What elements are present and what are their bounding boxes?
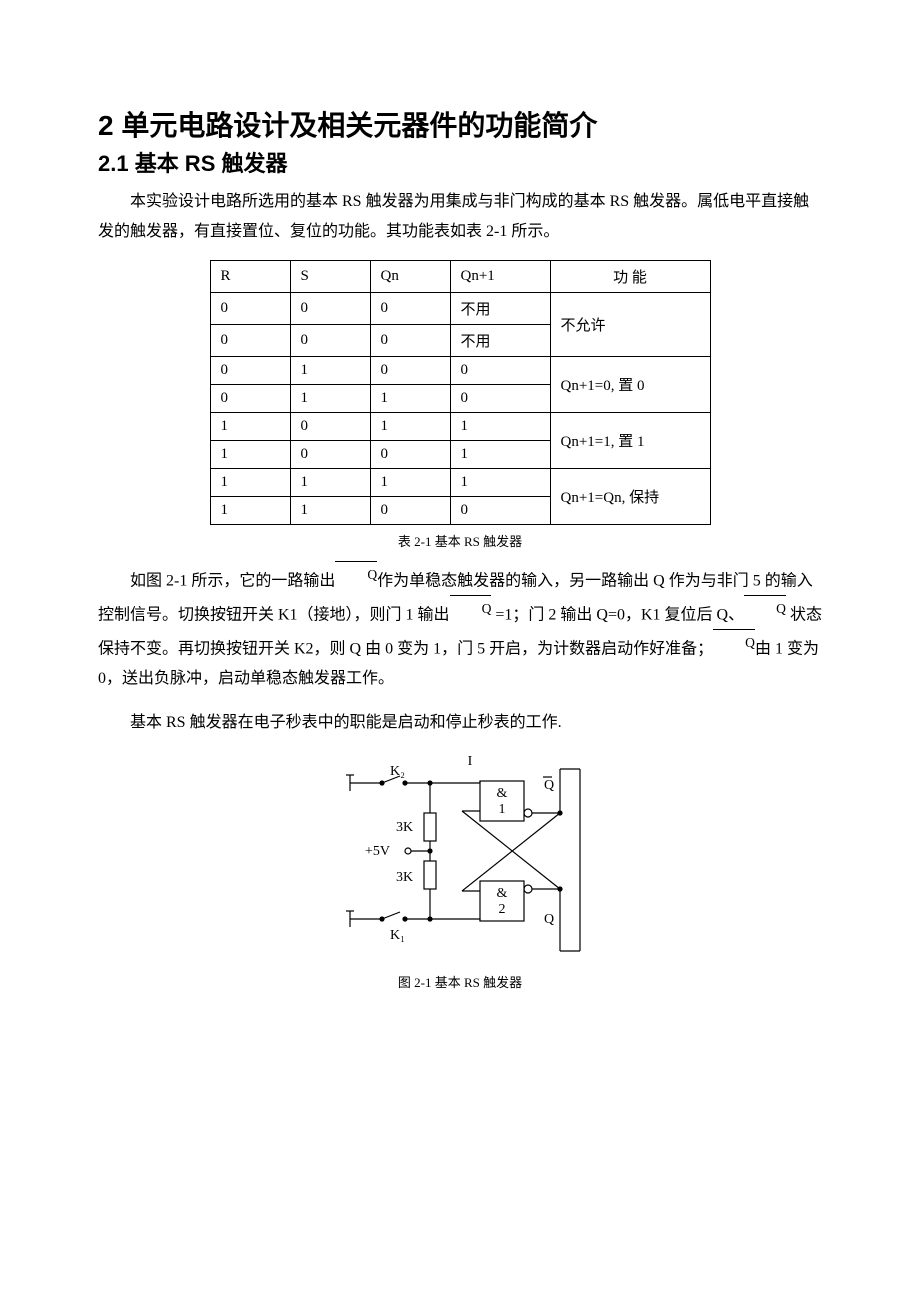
table-cell: 1: [290, 357, 370, 385]
table-cell: 0: [210, 385, 290, 413]
table-header-cell: Qn+1: [450, 261, 550, 293]
table-cell: 0: [450, 357, 550, 385]
intro-paragraph: 本实验设计电路所选用的基本 RS 触发器为用集成与非门构成的基本 RS 触发器。…: [98, 187, 822, 246]
table-header-row: RSQnQn+1功 能: [210, 261, 710, 293]
table-cell: 1: [450, 441, 550, 469]
table-header-cell: S: [290, 261, 370, 293]
table-cell: 0: [290, 413, 370, 441]
table-cell: 1: [210, 469, 290, 497]
heading-2: 2.1 基本 RS 触发器: [98, 150, 822, 179]
table-cell: 1: [210, 413, 290, 441]
table-cell: 0: [370, 497, 450, 525]
svg-text:&: &: [497, 886, 508, 901]
table-cell: 1: [370, 385, 450, 413]
table-cell: 1: [370, 469, 450, 497]
table-func-cell: Qn+1=1, 置 1: [550, 413, 710, 469]
table-row: 0100Qn+1=0, 置 0: [210, 357, 710, 385]
desc-text-a: 如图 2-1 所示，它的一路输出: [130, 573, 335, 590]
table-cell: 0: [210, 325, 290, 357]
table-cell: 0: [210, 293, 290, 325]
table-cell: 1: [290, 497, 370, 525]
table-cell: 1: [290, 385, 370, 413]
table-cell: 1: [210, 441, 290, 469]
table-func-cell: Qn+1=0, 置 0: [550, 357, 710, 413]
page: 2 单元电路设计及相关元器件的功能简介 2.1 基本 RS 触发器 本实验设计电…: [0, 0, 920, 1302]
svg-text:Q: Q: [544, 778, 554, 793]
q-bar-symbol: Q: [335, 562, 377, 587]
table-row: 1111Qn+1=Qn, 保持: [210, 469, 710, 497]
figure-caption: 图 2-1 基本 RS 触发器: [98, 972, 822, 991]
svg-text:Q: Q: [544, 912, 554, 927]
table-cell: 1: [290, 469, 370, 497]
table-header-cell: R: [210, 261, 290, 293]
q-bar-symbol: Q: [713, 630, 755, 655]
table-cell: 不用: [450, 293, 550, 325]
table-cell: 0: [210, 357, 290, 385]
q-bar-symbol: Q: [450, 596, 492, 621]
heading-1: 2 单元电路设计及相关元器件的功能简介: [98, 108, 822, 144]
table-header-cell: Qn: [370, 261, 450, 293]
table-caption: 表 2-1 基本 RS 触发器: [98, 531, 822, 550]
table-cell: 0: [450, 385, 550, 413]
svg-text:3K: 3K: [396, 820, 413, 835]
table-cell: 0: [370, 441, 450, 469]
table-body: 000不用不允许000不用0100Qn+1=0, 置 001101011Qn+1…: [210, 293, 710, 525]
table-header-cell: 功 能: [550, 261, 710, 293]
svg-text:&: &: [497, 786, 508, 801]
table-row: 1011Qn+1=1, 置 1: [210, 413, 710, 441]
table-cell: 1: [450, 413, 550, 441]
svg-text:I: I: [468, 754, 473, 769]
rs-truth-table: RSQnQn+1功 能 000不用不允许000不用0100Qn+1=0, 置 0…: [210, 260, 711, 525]
description-paragraph: 如图 2-1 所示，它的一路输出Q作为单稳态触发器的输入，另一路输出 Q 作为与…: [98, 562, 822, 693]
desc-text-c: =1；门 2 输出 Q=0，K1 复位后 Q、: [491, 606, 744, 623]
table-cell: 0: [370, 293, 450, 325]
svg-text:1: 1: [499, 802, 506, 817]
table-cell: 不用: [450, 325, 550, 357]
table-cell: 1: [450, 469, 550, 497]
role-paragraph: 基本 RS 触发器在电子秒表中的职能是启动和停止秒表的工作.: [98, 708, 822, 738]
table-cell: 1: [210, 497, 290, 525]
table-func-cell: 不允许: [550, 293, 710, 357]
q-bar-symbol: Q: [744, 596, 786, 621]
svg-text:+5V: +5V: [365, 844, 390, 859]
svg-text:2: 2: [499, 902, 506, 917]
svg-text:K₁: K₁: [390, 928, 405, 943]
table-row: 000不用不允许: [210, 293, 710, 325]
circuit-svg: IK₂K₁+5V3K3K&1Q&2Q: [330, 751, 590, 961]
svg-text:3K: 3K: [396, 870, 413, 885]
table-cell: 0: [370, 357, 450, 385]
table-cell: 0: [290, 441, 370, 469]
table-cell: 0: [290, 325, 370, 357]
table-cell: 0: [290, 293, 370, 325]
table-func-cell: Qn+1=Qn, 保持: [550, 469, 710, 525]
table-cell: 0: [450, 497, 550, 525]
circuit-diagram: IK₂K₁+5V3K3K&1Q&2Q: [98, 751, 822, 966]
table-cell: 1: [370, 413, 450, 441]
table-cell: 0: [370, 325, 450, 357]
